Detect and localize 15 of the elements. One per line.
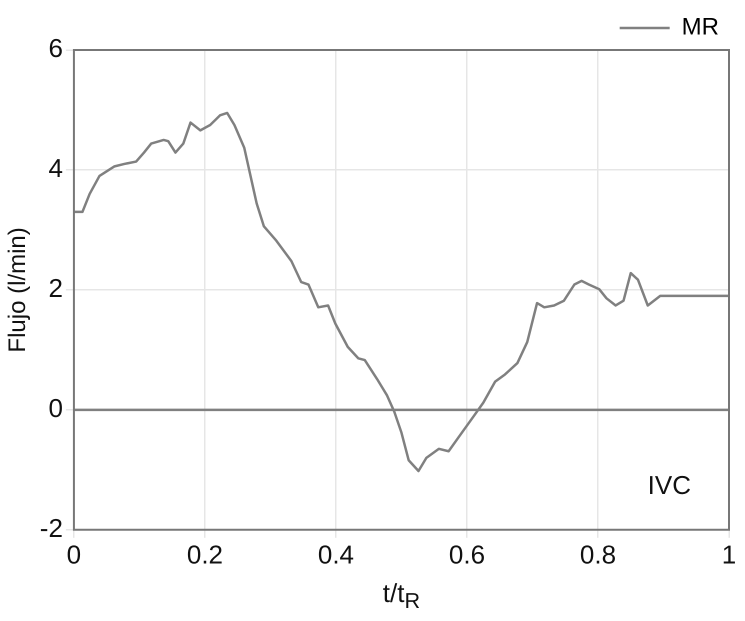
x-tick-label: 0.6 bbox=[448, 540, 486, 570]
y-axis-title: Flujo (l/min) bbox=[4, 227, 32, 353]
x-tick-label: 0.4 bbox=[318, 540, 354, 570]
x-tick-label: 1 bbox=[722, 540, 736, 570]
annotation: IVC bbox=[648, 470, 691, 500]
x-tick-label: 0.2 bbox=[186, 540, 224, 570]
x-axis-title: t/t$_{R}$ bbox=[382, 578, 420, 614]
y-tick-label: 2 bbox=[48, 273, 63, 304]
x-tick-label: 0 bbox=[66, 540, 82, 570]
y-tick-label: -2 bbox=[40, 512, 63, 543]
x-tick-label: 0.8 bbox=[580, 540, 616, 570]
y-tick-label: 4 bbox=[48, 153, 63, 184]
legend-label: MR bbox=[682, 14, 720, 41]
y-tick-label: 6 bbox=[48, 33, 63, 64]
y-tick-label: 0 bbox=[48, 393, 63, 424]
